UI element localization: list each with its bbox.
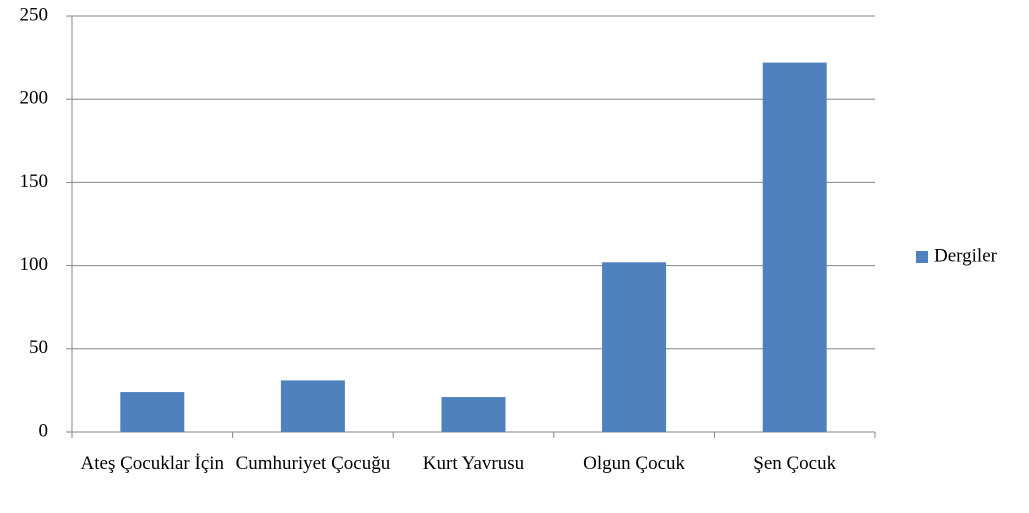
x-tick-label: Ateş Çocuklar İçin xyxy=(80,453,225,474)
y-tick-label: 250 xyxy=(20,4,49,25)
x-tick-label: Şen Çocuk xyxy=(753,453,837,474)
legend-swatch xyxy=(916,251,928,263)
legend-label: Dergiler xyxy=(934,245,998,266)
x-tick-label-box: Cumhuriyet Çocuğu xyxy=(235,453,391,474)
bar xyxy=(762,62,827,432)
x-tick-label-box: Olgun Çocuk xyxy=(583,453,686,474)
y-tick-label: 0 xyxy=(39,420,49,441)
x-tick-label: Olgun Çocuk xyxy=(583,453,686,474)
bar xyxy=(441,397,506,432)
bar xyxy=(120,392,185,432)
x-tick-label: Cumhuriyet Çocuğu xyxy=(235,453,391,474)
x-tick-label-box: Kurt Yavrusu xyxy=(422,453,525,474)
x-tick-label: Kurt Yavrusu xyxy=(422,453,525,474)
x-tick-label-box: Ateş Çocuklar İçin xyxy=(80,453,225,474)
y-tick-label: 100 xyxy=(20,254,49,275)
x-tick-label-box: Şen Çocuk xyxy=(753,453,837,474)
bar xyxy=(602,262,667,432)
bar xyxy=(280,380,345,432)
y-tick-label: 50 xyxy=(29,337,48,358)
y-tick-label: 150 xyxy=(20,171,49,192)
y-tick-label: 200 xyxy=(20,88,49,109)
